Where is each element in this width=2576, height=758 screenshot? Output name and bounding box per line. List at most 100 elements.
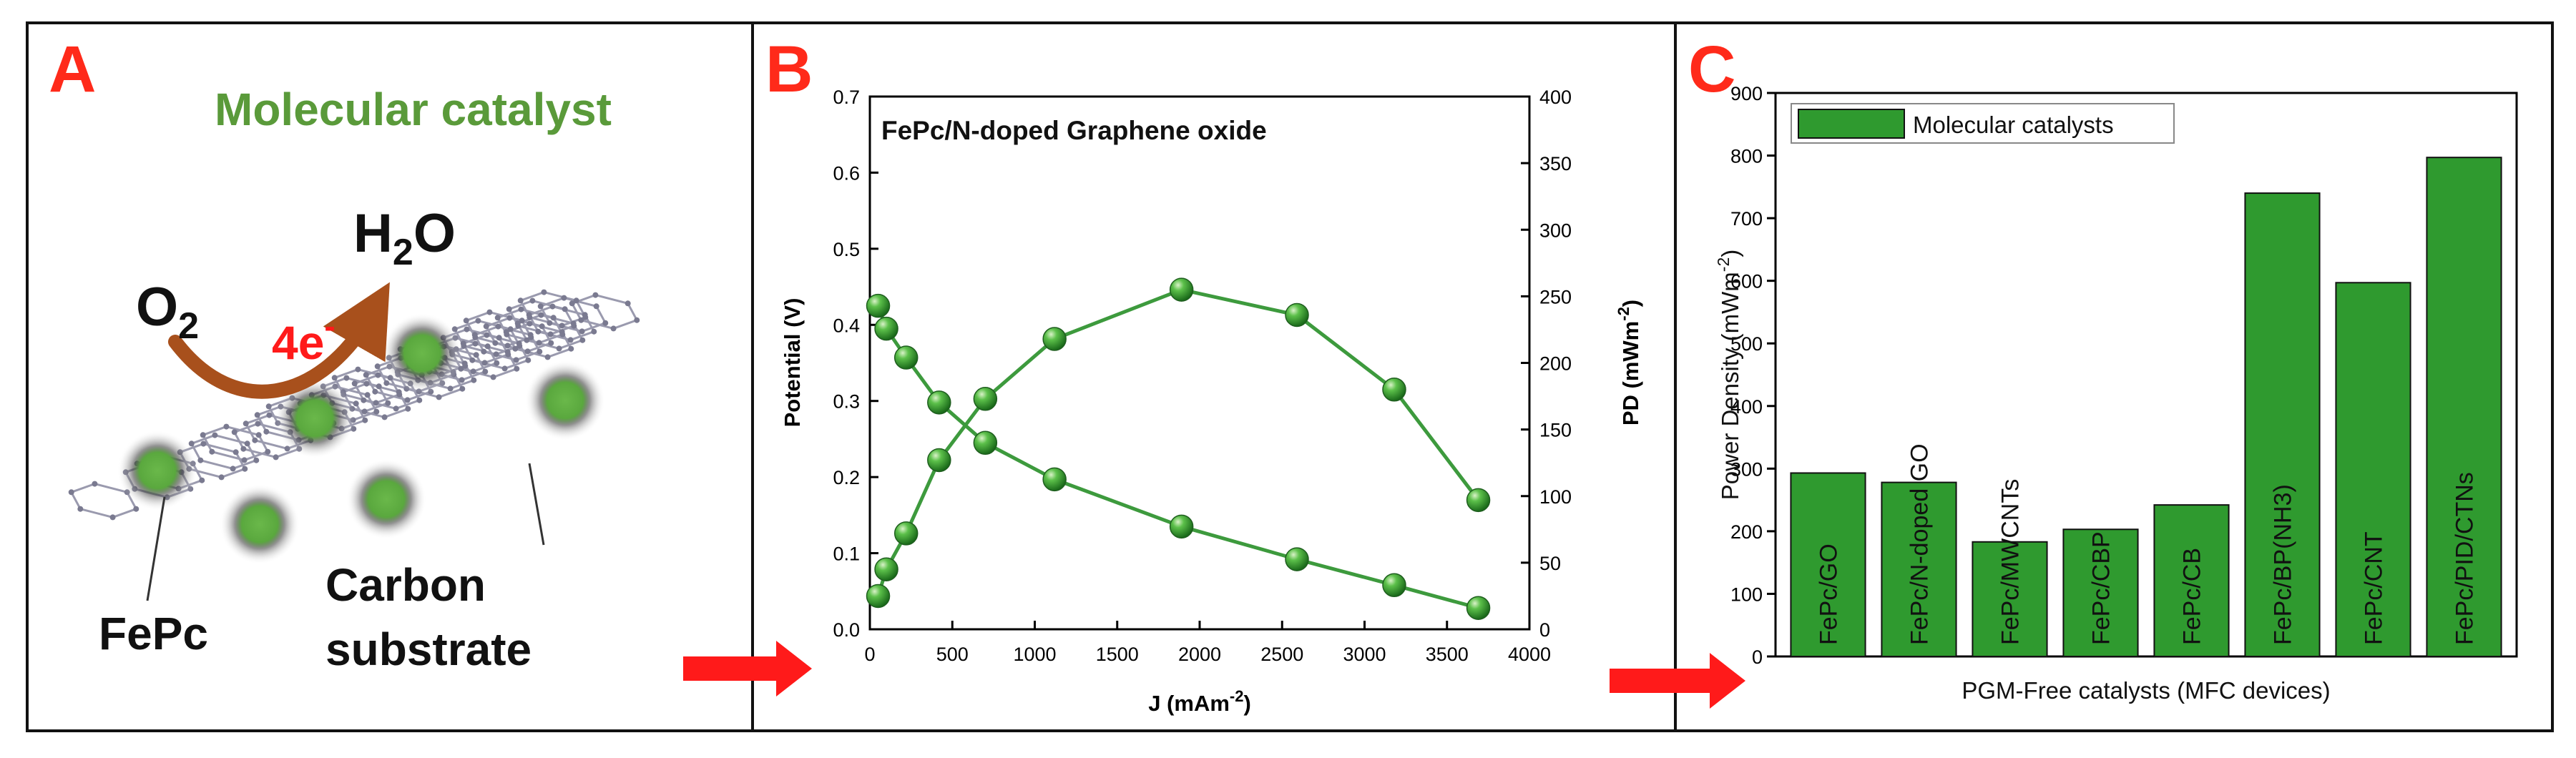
lattice-atom [535,328,542,335]
lattice-atom [381,414,388,420]
arrow-a-to-b [683,641,812,697]
data-point [1466,488,1491,513]
panel-b: B FePc/N-doped Graphene oxide 0 500 1000 15… [765,33,1643,716]
lattice-atom [461,343,467,349]
lattice-atom [462,363,469,369]
lattice-atom [385,400,391,406]
lattice-atom [506,306,512,312]
fepc-leader-line [146,496,166,601]
lattice-atom [109,514,116,521]
lattice-atom [363,372,369,378]
lattice-atom [436,394,442,400]
lattice-atom [547,331,554,338]
lattice-atom [464,326,470,333]
lattice-atom [537,303,544,310]
lattice-atom [482,368,489,375]
fepc-label: FePc [99,608,208,659]
lattice-atom [501,365,508,372]
lattice-atom [472,334,479,340]
legend-label: Molecular catalysts [1913,112,2114,138]
lattice-atom [579,337,586,343]
bar-label: FePc/CB [2179,548,2206,645]
chart-c-x-label: PGM-Free catalysts (MFC devices) [1962,677,2330,704]
bar-label: FePc/GO [1816,543,1843,645]
lattice-atom [353,400,359,407]
data-point [973,430,998,455]
y-tick-label: 100 [1730,584,1763,605]
lattice-atom [547,320,553,326]
x-tick-label: 0 [864,644,875,665]
lattice-atom [374,363,381,370]
lattice-atom [265,448,271,455]
lattice-atom [375,372,381,378]
lattice-atom [223,423,230,430]
lattice-atom [525,357,532,363]
lattice-atom [200,440,207,447]
lattice-atom [470,368,476,375]
x-tick-label: 4000 [1508,644,1551,665]
lattice-atom [351,380,358,387]
reaction-arrow [168,282,390,399]
lattice-atom [266,412,273,418]
y2-tick-label: 300 [1539,220,1572,241]
y-tick-label: 600 [1730,271,1763,292]
lattice-atom [255,432,262,438]
lattice-atom [537,348,543,355]
data-point [874,316,898,341]
y-tick-label: 0.3 [833,391,860,413]
data-point [1169,277,1194,302]
y-tick-label: 700 [1730,208,1763,230]
lattice-atom [376,383,382,390]
chart-b-y2-label: PD (mWm-2) [1615,300,1643,425]
lattice-atom [481,360,488,366]
y-tick-label: 400 [1730,396,1763,418]
lattice-atom [244,440,250,447]
panel-a-title: Molecular catalyst [215,84,612,135]
lattice-atom [516,343,523,349]
x-tick-label: 2000 [1178,644,1221,665]
lattice-atom [373,400,379,406]
lattice-atom [484,332,490,338]
lattice-atom [459,377,465,383]
lattice-atom [513,357,519,363]
lattice-atom [582,314,589,320]
y-tick-label: 800 [1730,146,1763,167]
y-tick-label: 900 [1730,83,1763,104]
lattice-atom [515,323,521,329]
y-tick-label: 0.4 [833,315,860,336]
lattice-atom [562,306,568,312]
lattice-atom [544,354,551,360]
lattice-atom [568,345,574,352]
lattice-atom [447,385,454,392]
bar [1881,481,1957,658]
data-point [1382,573,1406,598]
reactant-o2: O2 [136,277,199,347]
lattice-atom [504,331,510,338]
fepc-site [525,360,605,440]
bar [2335,282,2411,657]
lattice-atom [209,448,215,455]
lattice-atom [242,466,248,472]
lattice-atom [512,345,519,352]
y2-tick-label: 0 [1539,619,1550,641]
fepc-site [346,459,426,539]
x-tick-label: 3500 [1426,644,1469,665]
lattice-atom [265,403,272,410]
chart-b-series [866,277,1491,620]
lattice-atom [362,417,368,423]
lattice-atom [472,340,479,347]
lattice-atom [495,323,501,330]
lattice-atom [243,420,249,427]
lattice-atom [253,457,260,463]
lattice-atom [625,300,631,307]
lattice-atom [355,366,361,373]
series-line-power-density [876,287,1480,597]
lattice-atom [254,412,260,418]
y2-tick-label: 150 [1539,420,1572,441]
lattice-atom [519,318,525,324]
bar [2153,504,2230,657]
lattice-atom [529,297,536,304]
lattice-atom [404,397,411,403]
lattice-atom [610,325,617,332]
